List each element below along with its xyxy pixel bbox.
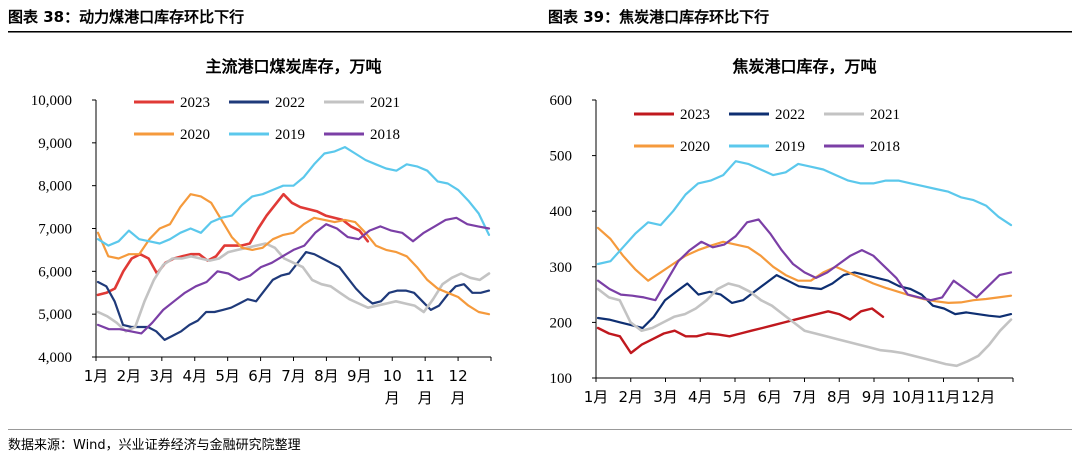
- legend-label-2023: 2023: [180, 95, 210, 111]
- y-tick-label: 5,000: [38, 307, 72, 323]
- y-tick-label: 4,000: [38, 350, 72, 366]
- legend-label-2019: 2019: [775, 139, 805, 155]
- series-line-2020: [596, 226, 1013, 304]
- x-tick-label: 5月: [723, 388, 748, 406]
- series-line-2022: [96, 251, 491, 341]
- legend-label-2019: 2019: [275, 127, 305, 143]
- x-tick-label: 2月: [117, 367, 142, 385]
- legend-label-2022: 2022: [275, 95, 305, 111]
- x-tick-label: 7月: [281, 367, 306, 385]
- legend-label-2021: 2021: [870, 107, 900, 123]
- legend-label-2018: 2018: [370, 127, 400, 143]
- footer-rule: [8, 429, 1072, 430]
- series-line-2018: [596, 218, 1013, 302]
- x-tick-label: 9月: [862, 388, 887, 406]
- series-line-2023: [596, 307, 885, 355]
- series-line-2021: [596, 282, 1013, 368]
- x-tick-label: 12: [449, 367, 468, 385]
- data-source-note: 数据来源：Wind，兴业证券经济与金融研究院整理: [8, 438, 301, 453]
- x-tick-label: 6月: [757, 388, 782, 406]
- series-line-2021: [96, 242, 491, 333]
- y-tick-label: 400: [550, 204, 573, 220]
- x-tick-label: 11: [416, 367, 435, 385]
- series-line-2018: [96, 216, 491, 335]
- x-tick-label: 2月: [618, 388, 643, 406]
- y-tick-label: 9,000: [38, 136, 72, 152]
- y-tick-label: 8,000: [38, 179, 72, 195]
- coal-inventory-chart: 主流港口煤炭库存，万吨 4,000 5,000 6,000 7,000 8,000 9,00…: [31, 57, 492, 407]
- y-tick-label: 6,000: [38, 264, 72, 280]
- x-tick-label: 4月: [688, 388, 713, 406]
- x-tick-label: 月: [418, 389, 433, 407]
- legend-label-2023: 2023: [680, 107, 710, 123]
- y-tick-label: 10,000: [31, 93, 72, 109]
- x-tick-label: 8月: [827, 388, 852, 406]
- y-tick-label: 7,000: [38, 222, 72, 238]
- coke-inventory-chart-panel: 焦炭港口库存，万吨 100 200 300 400 500 600 1月 2月 3月 4月 5月 6月 7…: [540, 34, 1080, 434]
- title-rule-secondary: [8, 32, 1072, 33]
- x-tick-label: 月: [385, 389, 400, 407]
- x-tick-label: 10: [383, 367, 402, 385]
- x-tick-label: 5月: [215, 367, 240, 385]
- figure-38-title: 图表 38：动力煤港口库存环比下行: [8, 8, 245, 26]
- x-tick-label: 8月: [314, 367, 339, 385]
- series-line-2022: [596, 271, 1013, 330]
- x-tick-label: 12月: [961, 388, 995, 406]
- y-tick-label: 600: [550, 93, 573, 109]
- y-tick-label: 500: [550, 149, 573, 165]
- legend-label-2018: 2018: [870, 139, 900, 155]
- x-tick-label: 3月: [653, 388, 678, 406]
- coke-inventory-chart: 焦炭港口库存，万吨 100 200 300 400 500 600 1月 2月 3月 4月 5月 6月 7…: [550, 57, 1014, 406]
- legend-label-2022: 2022: [775, 107, 805, 123]
- legend-label-2020: 2020: [180, 127, 210, 143]
- figure-39-title: 图表 39：焦炭港口库存环比下行: [548, 8, 770, 26]
- y-tick-label: 300: [550, 260, 573, 276]
- x-tick-label: 1月: [584, 388, 609, 406]
- series-line-2019: [96, 145, 491, 247]
- x-tick-label: 10月: [892, 388, 926, 406]
- x-tick-label: 月: [451, 389, 466, 407]
- chart-title: 焦炭港口库存，万吨: [731, 57, 876, 76]
- y-tick-label: 100: [550, 371, 573, 387]
- x-tick-label: 6月: [248, 367, 273, 385]
- series-line-2019: [596, 160, 1013, 266]
- legend-label-2021: 2021: [370, 95, 400, 111]
- series-line-2023: [96, 192, 370, 297]
- x-tick-label: 1月: [84, 367, 109, 385]
- legend-label-2020: 2020: [680, 139, 710, 155]
- x-tick-label: 7月: [792, 388, 817, 406]
- series-line-2020: [96, 193, 491, 316]
- chart-title: 主流港口煤炭库存，万吨: [205, 57, 381, 76]
- y-tick-label: 200: [550, 315, 573, 331]
- x-tick-label: 9月: [347, 367, 372, 385]
- x-tick-label: 4月: [182, 367, 207, 385]
- coal-inventory-chart-panel: 主流港口煤炭库存，万吨 4,000 5,000 6,000 7,000 8,000 9,00…: [0, 34, 540, 434]
- x-tick-label: 11月: [926, 388, 960, 406]
- x-tick-label: 3月: [150, 367, 175, 385]
- title-rule: [8, 31, 1072, 32]
